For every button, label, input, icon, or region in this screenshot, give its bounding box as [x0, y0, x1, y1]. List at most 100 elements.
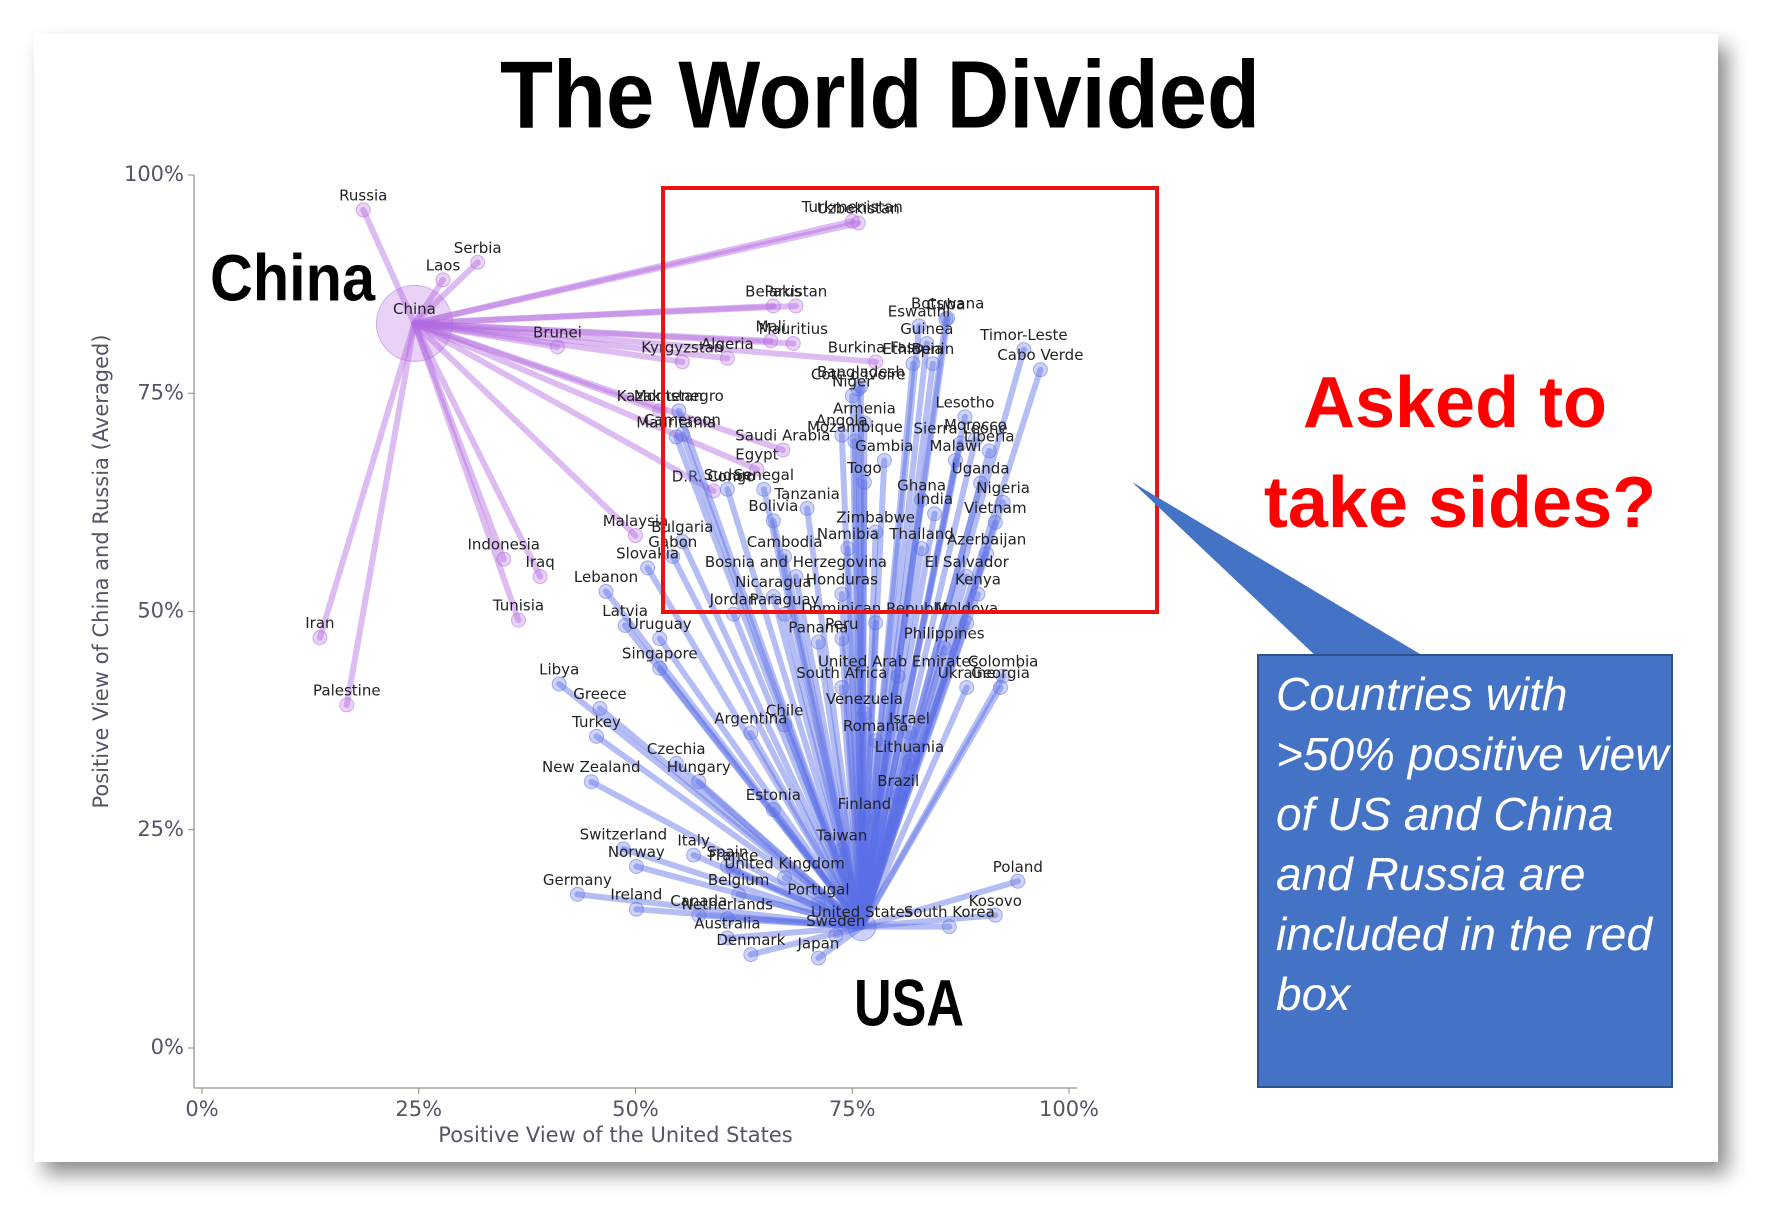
link-line — [838, 635, 865, 930]
link-line — [858, 496, 925, 930]
link-line — [679, 538, 865, 930]
country-point — [691, 907, 707, 923]
country-point — [719, 911, 735, 927]
country-point — [725, 606, 741, 622]
country-label: Uganda — [952, 460, 1010, 478]
country-point — [844, 213, 860, 229]
country-point — [674, 354, 690, 370]
country-point — [973, 475, 989, 491]
link-line — [411, 320, 561, 350]
country-label: Kyrgyzstan — [641, 338, 723, 356]
link-line — [858, 315, 951, 930]
link-line — [858, 573, 970, 930]
country-point — [686, 847, 702, 863]
link-line — [858, 591, 981, 930]
country-point — [993, 679, 1009, 695]
country-point — [1016, 342, 1032, 358]
country-label: Niger — [832, 372, 873, 390]
y-tick-label: 100% — [124, 162, 184, 186]
country-label: Estonia — [746, 786, 801, 804]
y-tick-label: 25% — [137, 817, 184, 841]
country-label: Tanzania — [774, 485, 840, 503]
country-point — [936, 640, 952, 656]
link-line — [858, 684, 1004, 930]
link-line — [770, 806, 865, 930]
country-label: Kazakhstan — [617, 387, 703, 405]
country-point — [925, 356, 941, 372]
country-label: Iraq — [525, 553, 554, 571]
link-line — [411, 320, 797, 347]
country-point — [652, 631, 668, 647]
link-line — [858, 447, 993, 930]
country-point — [987, 514, 1003, 530]
callout-line: included in the red — [1276, 908, 1653, 960]
country-label: Canada — [670, 892, 727, 910]
link-line — [858, 346, 1027, 930]
link-line — [858, 912, 999, 930]
country-point — [957, 409, 973, 425]
link-line — [858, 619, 879, 930]
country-point — [615, 841, 631, 857]
country-point — [890, 788, 906, 804]
link-line — [622, 622, 865, 930]
country-point — [775, 442, 791, 458]
link-line — [730, 611, 865, 930]
country-point — [919, 335, 935, 351]
country-point — [844, 388, 860, 404]
country-point — [765, 802, 781, 818]
link-line — [411, 320, 544, 580]
link-line — [724, 863, 865, 930]
link-line — [838, 684, 865, 930]
link-line — [838, 432, 865, 930]
link-line — [411, 220, 862, 327]
country-label: Thailand — [888, 525, 953, 543]
link-line — [411, 320, 663, 414]
country-point — [763, 333, 779, 349]
country-point — [979, 546, 995, 562]
x-tick-label: 100% — [1039, 1097, 1099, 1121]
country-point — [1032, 362, 1048, 378]
country-label: Georgia — [971, 664, 1030, 682]
link-line — [858, 737, 879, 930]
country-label: Timor-Leste — [979, 326, 1068, 344]
country-point — [652, 660, 668, 676]
country-label: Taiwan — [815, 826, 867, 844]
callout-line: box — [1276, 968, 1352, 1020]
country-label: South Korea — [904, 903, 995, 921]
link-line — [815, 900, 865, 930]
link-line — [781, 611, 865, 930]
country-label: Paraguay — [750, 591, 820, 609]
link-line — [815, 923, 865, 962]
country-point — [799, 500, 815, 516]
country-point — [834, 679, 850, 695]
country-point — [987, 907, 1003, 923]
country-point — [959, 679, 975, 695]
country-label: India — [916, 490, 953, 508]
country-label: Colombia — [968, 653, 1039, 671]
country-point — [785, 335, 801, 351]
country-point — [375, 284, 453, 362]
country-label: United States — [811, 903, 913, 921]
country-label: Belarus — [745, 282, 802, 300]
country-label: Algeria — [701, 335, 754, 353]
country-label: Cuba — [927, 296, 966, 314]
link-line — [781, 874, 865, 930]
country-label: Pakistan — [764, 282, 827, 300]
country-label: New Zealand — [542, 758, 641, 776]
link-line — [730, 866, 865, 930]
country-label: Armenia — [833, 399, 896, 417]
country-label: Philippines — [904, 625, 985, 643]
country-label: Netherlands — [682, 895, 774, 913]
country-label: Cambodia — [747, 533, 823, 551]
country-label: Brazil — [877, 772, 919, 790]
link-line — [858, 436, 979, 930]
y-tick-label: 75% — [137, 380, 184, 404]
x-tick-label: 50% — [612, 1097, 659, 1121]
country-point — [868, 354, 884, 370]
link-line — [675, 407, 865, 930]
country-label: Mauritius — [759, 320, 829, 338]
country-point — [853, 378, 869, 394]
country-point — [617, 617, 633, 633]
link-line — [858, 413, 968, 930]
country-label: Senegal — [734, 466, 794, 484]
